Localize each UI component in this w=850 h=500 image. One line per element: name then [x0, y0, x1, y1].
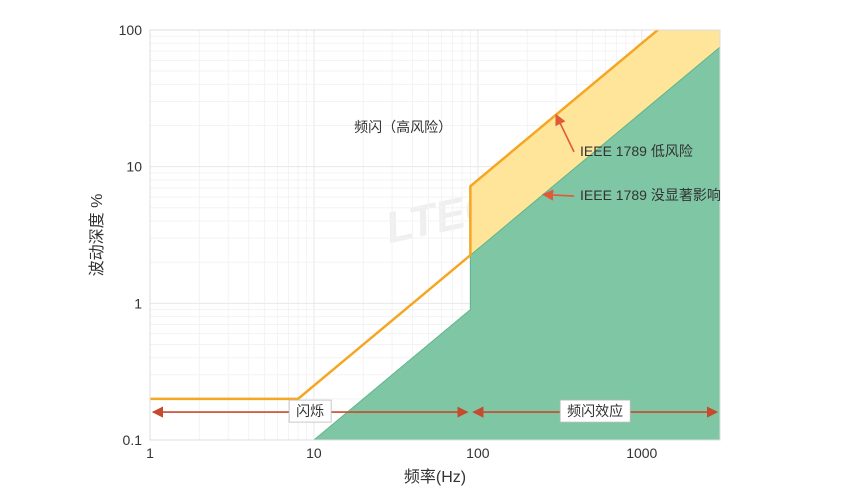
- y-tick: 0.1: [123, 432, 143, 448]
- x-axis-label: 频率(Hz): [404, 468, 466, 486]
- label-low-risk: IEEE 1789 低风险: [580, 143, 693, 159]
- region-no-effect: [314, 47, 720, 440]
- x-tick: 10: [306, 445, 322, 461]
- x-tick: 100: [466, 445, 490, 461]
- strobe-range-label: 频闪效应: [567, 403, 623, 419]
- label-high-risk: 频闪（高风险）: [354, 119, 452, 135]
- y-tick: 100: [119, 22, 143, 38]
- chart-svg: LTECH 雷特11010010000.1110100频率(Hz)波动深度 %频…: [0, 0, 850, 500]
- y-tick: 1: [134, 295, 142, 311]
- y-tick: 10: [126, 159, 142, 175]
- label-no-effect: IEEE 1789 没显著影响: [580, 187, 721, 203]
- flicker-range-label: 闪烁: [296, 403, 324, 419]
- y-axis-label: 波动深度 %: [88, 194, 106, 277]
- x-tick: 1000: [626, 445, 657, 461]
- flicker-chart: LTECH 雷特11010010000.1110100频率(Hz)波动深度 %频…: [0, 0, 850, 500]
- x-tick: 1: [146, 445, 154, 461]
